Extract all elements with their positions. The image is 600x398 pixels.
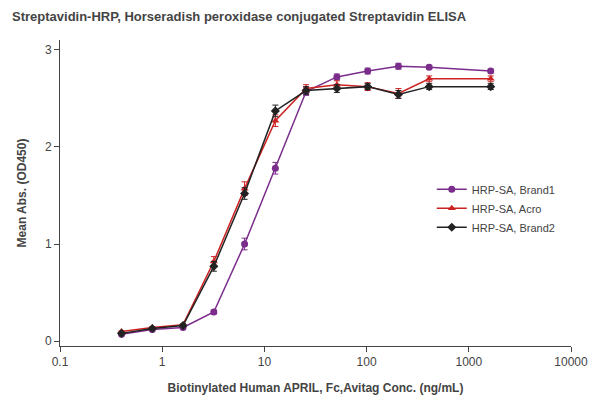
svg-text:HRP-SA, Brand2: HRP-SA, Brand2 [472,222,555,234]
svg-text:2: 2 [45,140,52,154]
svg-text:Biotinylated Human APRIL, Fc,A: Biotinylated Human APRIL, Fc,Avitag Conc… [168,381,464,395]
svg-text:HRP-SA, Brand1: HRP-SA, Brand1 [472,184,555,196]
svg-text:10: 10 [258,355,272,369]
svg-text:1: 1 [159,355,166,369]
svg-text:1000: 1000 [455,355,482,369]
svg-text:100: 100 [357,355,377,369]
svg-text:Streptavidin-HRP, Horseradish: Streptavidin-HRP, Horseradish peroxidase… [12,9,467,24]
svg-text:HRP-SA, Acro: HRP-SA, Acro [472,203,542,215]
svg-text:Mean Abs. (OD450): Mean Abs. (OD450) [15,139,29,248]
svg-text:1: 1 [45,237,52,251]
svg-text:3: 3 [45,43,52,57]
svg-text:10000: 10000 [554,355,588,369]
svg-text:0: 0 [45,334,52,348]
svg-text:0.1: 0.1 [52,355,69,369]
